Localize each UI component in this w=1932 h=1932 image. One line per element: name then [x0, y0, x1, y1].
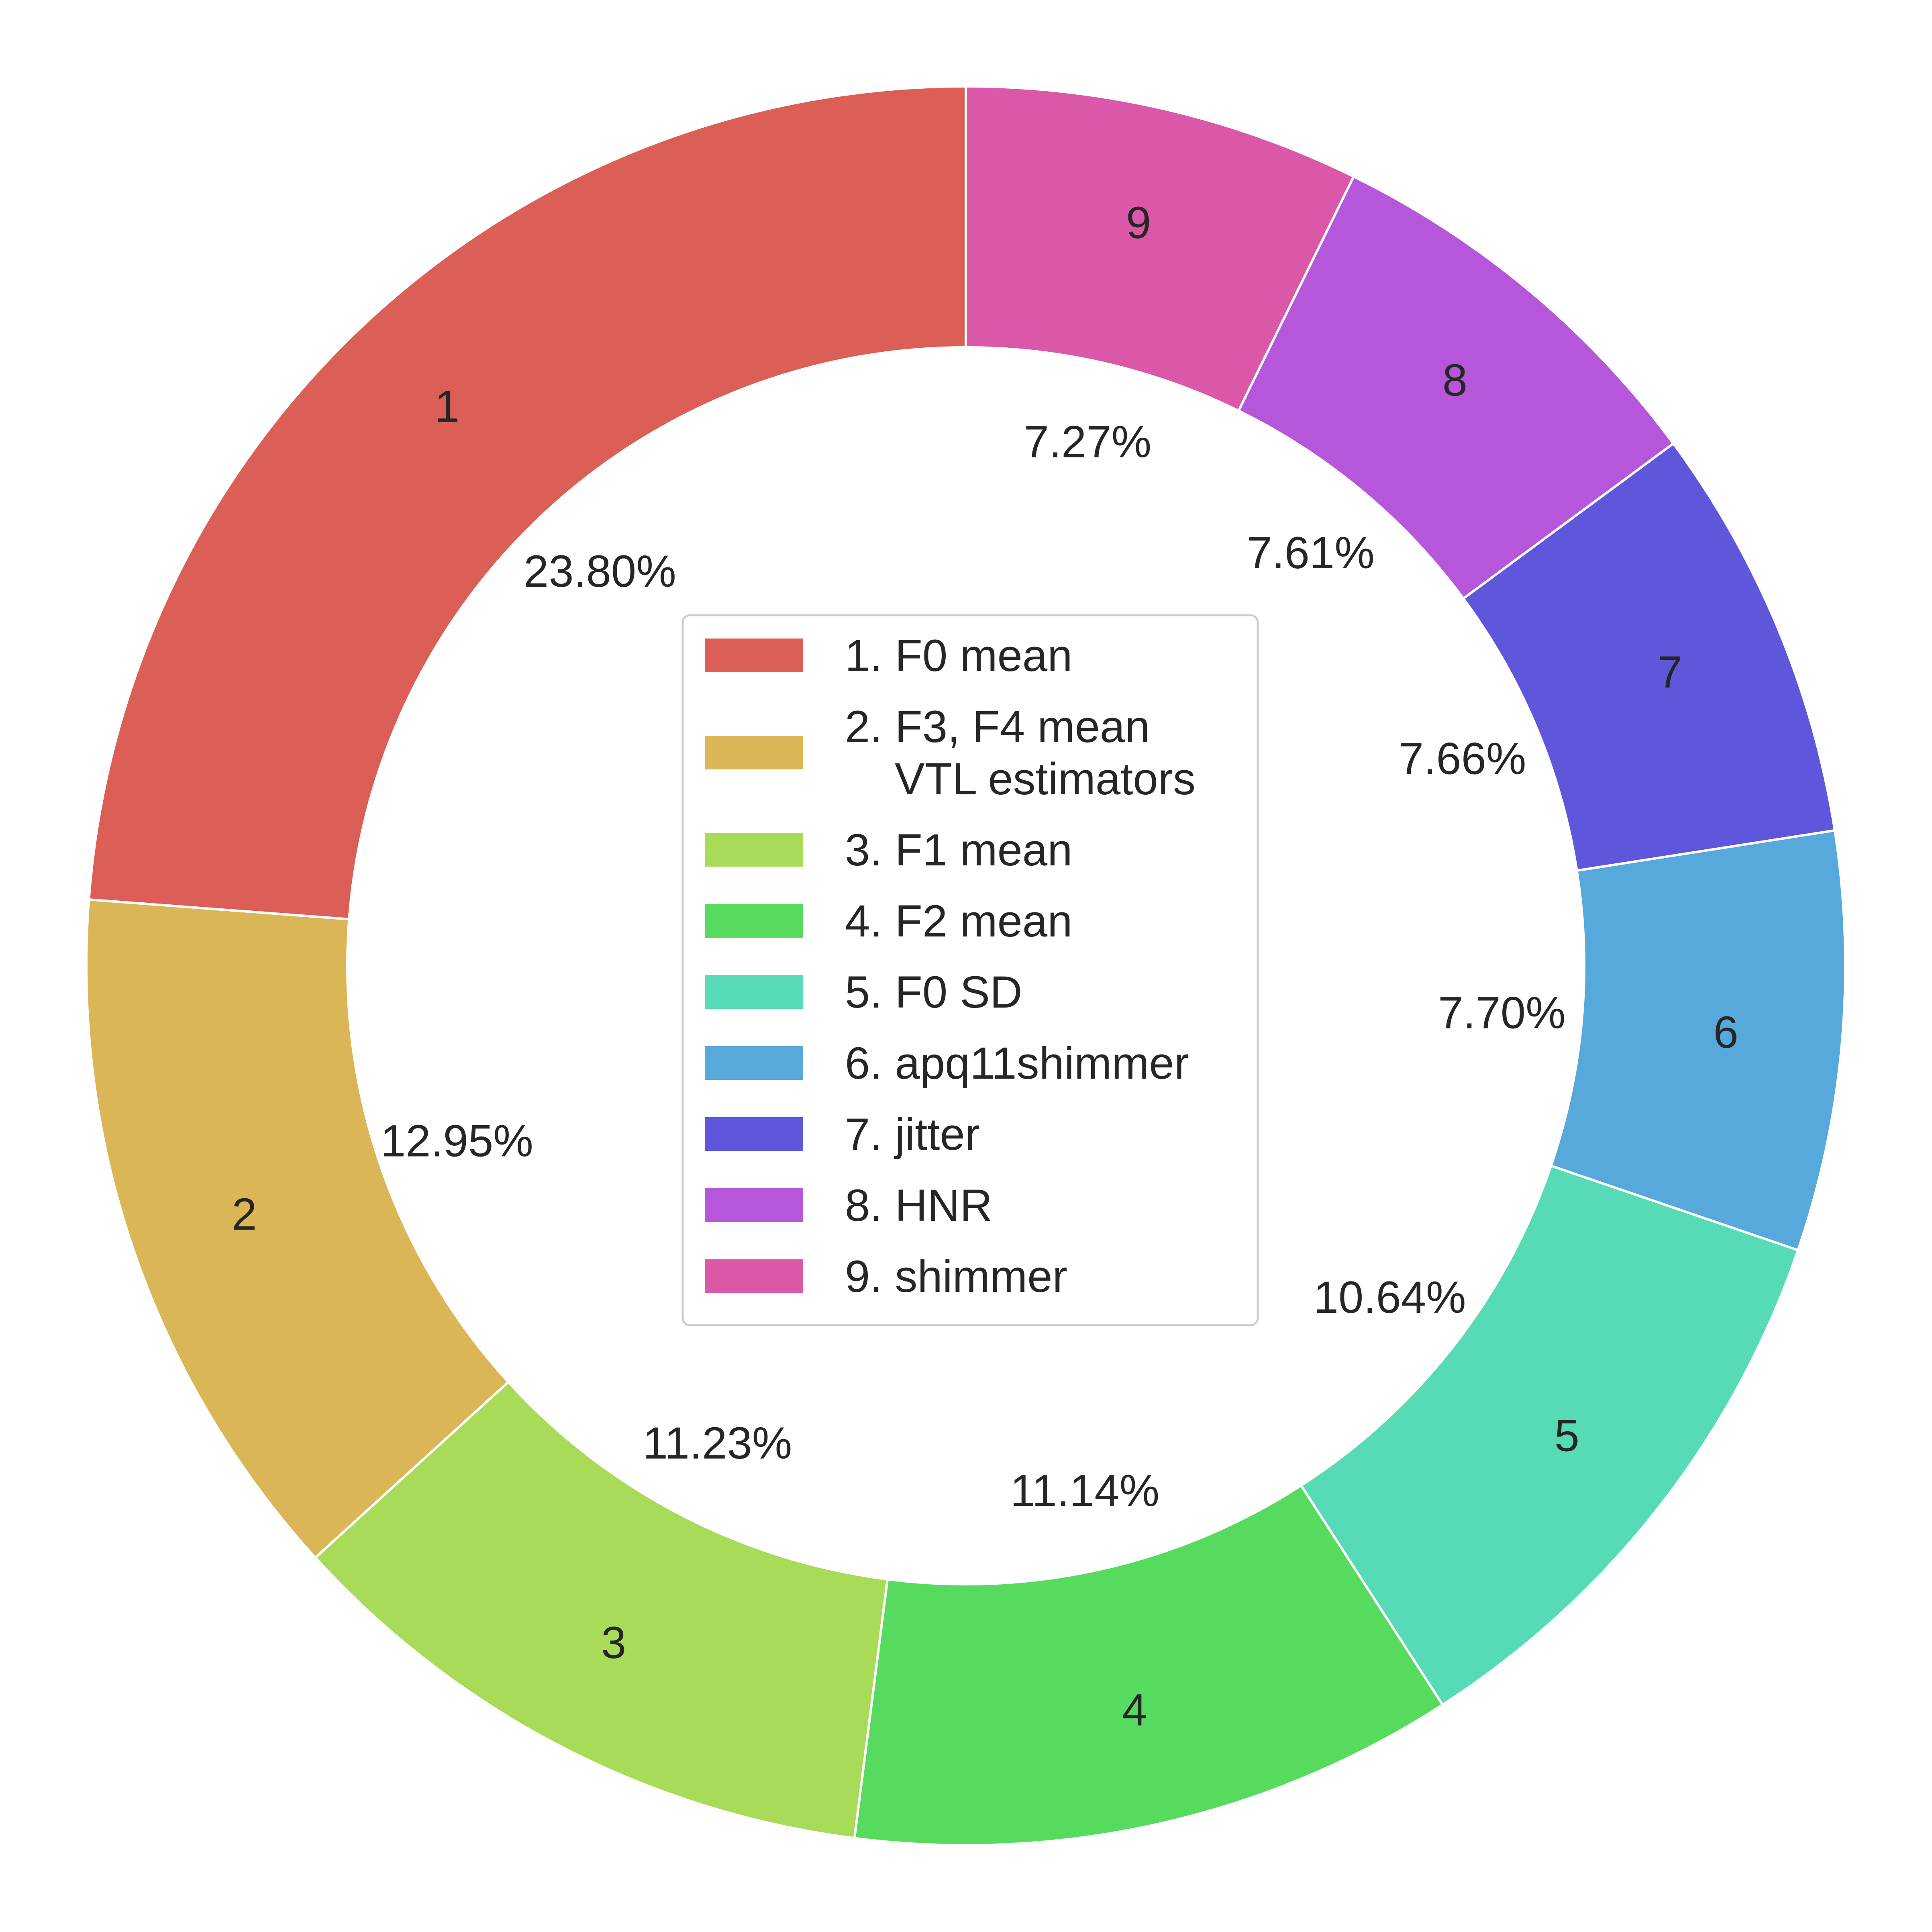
slice-4 — [853, 1483, 1444, 1846]
legend-swatch-6 — [705, 1046, 803, 1080]
slice-index-label-2: 2 — [232, 1189, 257, 1239]
slice-percentage-label-7: 7.66% — [1399, 734, 1526, 784]
legend-swatch-1 — [705, 639, 803, 672]
legend-swatch-4 — [705, 904, 803, 938]
slice-index-labels: 1 2 3 4 5 6 7 8 9 — [232, 198, 1738, 1735]
slice-2 — [85, 898, 510, 1560]
legend-swatch-8 — [705, 1188, 803, 1222]
legend-swatch-7 — [705, 1117, 803, 1151]
slice-index-label-4: 4 — [1122, 1685, 1147, 1735]
legend-label-6: 6. apq11shimmer — [845, 1038, 1189, 1088]
legend-label-7: 7. jitter — [845, 1109, 980, 1159]
slice-percentage-label-6: 7.70% — [1438, 987, 1566, 1038]
legend-swatch-5 — [705, 975, 803, 1009]
legend-label-3: 3. F1 mean — [845, 825, 1073, 875]
legend-label-8: 8. HNR — [845, 1180, 992, 1230]
legend-label-1: 1. F0 mean — [845, 630, 1073, 681]
legend-frame — [681, 614, 1259, 1326]
slice-percentage-label-1: 23.80% — [524, 546, 676, 596]
legend-label-5: 5. F0 SD — [845, 967, 1022, 1017]
slice-percentage-label-8: 7.61% — [1247, 528, 1375, 578]
legend-swatch-3 — [705, 833, 803, 867]
legend-label-2: 2. F3, F4 mean VTL estimators — [845, 702, 1196, 804]
slice-index-label-6: 6 — [1714, 1007, 1738, 1057]
slice-percentage-label-3: 11.23% — [643, 1418, 792, 1468]
slice-index-label-7: 7 — [1657, 647, 1682, 697]
slice-percentage-label-4: 11.14% — [1010, 1465, 1160, 1516]
slice-index-label-1: 1 — [435, 381, 459, 431]
slice-percentage-label-2: 12.95% — [381, 1116, 533, 1166]
legend-label-4: 4. F2 mean — [845, 896, 1073, 946]
slice-index-label-8: 8 — [1442, 355, 1467, 405]
legend-label-9: 9. shimmer — [845, 1251, 1067, 1302]
slice-index-label-9: 9 — [1126, 198, 1151, 248]
legend-swatch-9 — [705, 1259, 803, 1293]
slice-1 — [88, 85, 967, 921]
slice-7 — [1461, 442, 1836, 872]
slice-percentage-labels: 23.80% 12.95% 11.23% 11.14% 10.64% 7.70% 7.66%… — [381, 416, 1566, 1516]
legend-swatch-2 — [705, 736, 803, 769]
slice-9 — [965, 85, 1355, 412]
legend: 1. F0 mean 2. F3, F4 mean VTL estimators 3.… — [681, 614, 1259, 1326]
slice-5 — [1299, 1164, 1800, 1707]
slice-percentage-label-5: 10.64% — [1314, 1272, 1466, 1322]
slices — [85, 85, 1846, 1846]
slice-percentage-label-9: 7.27% — [1024, 416, 1152, 467]
slice-6 — [1549, 829, 1846, 1252]
slice-3 — [313, 1380, 889, 1840]
slice-index-label-5: 5 — [1555, 1411, 1579, 1461]
slice-index-label-3: 3 — [601, 1618, 626, 1668]
